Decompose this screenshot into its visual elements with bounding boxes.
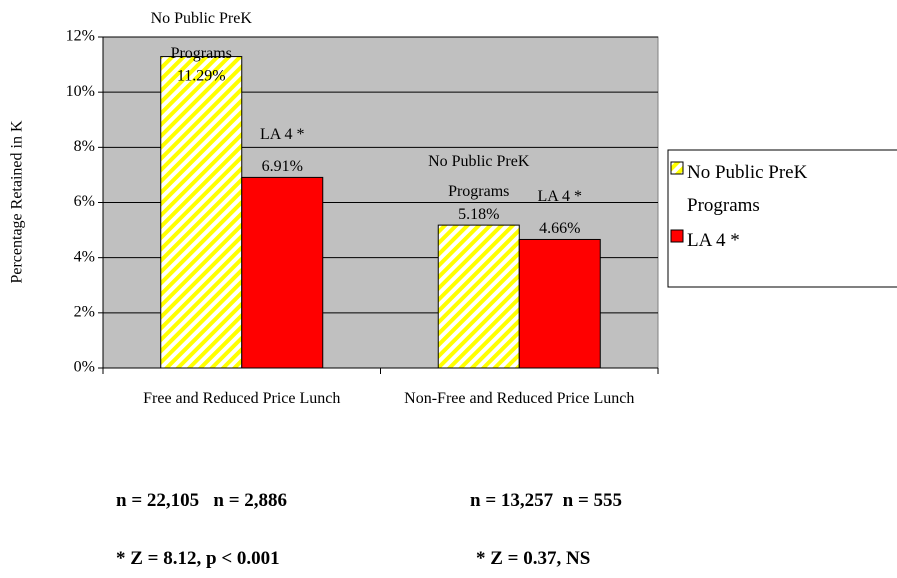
y-tick-label: 0% [74,359,95,376]
value-label: 5.18% [458,206,499,223]
y-tick-label: 4% [74,248,95,265]
annotation: * Z = 8.12, p < 0.001 [116,548,280,569]
annotation: n = 13,257 n = 555 [470,490,623,511]
legend-label: No Public PreK Programs [687,162,808,216]
legend-label: LA 4 * [687,230,740,251]
series-name-label: LA 4 * [260,126,305,144]
series-name-label: LA 4 * [537,188,582,206]
y-tick-label: 2% [74,304,95,321]
legend-swatch [670,161,684,175]
y-tick-label: 8% [74,138,95,155]
x-tick-label: Non-Free and Reduced Price Lunch [404,390,635,407]
y-tick-label: 6% [74,193,95,210]
series-name-label: No Public PreK Programs [150,9,252,62]
legend-box [667,149,897,288]
y-tick-label: 12% [66,28,95,45]
y-tick-label: 10% [66,83,95,100]
series-name-label: No Public PreK Programs [428,153,530,201]
y-axis-label: Percentage Retained in K [9,120,26,283]
annotation: * Z = 0.37, NS [476,548,591,569]
value-label: 4.66% [539,220,580,237]
legend-swatch [670,229,684,243]
x-tick-label: Free and Reduced Price Lunch [143,390,341,407]
value-label: 11.29% [177,67,226,84]
annotation: n = 22,105 n = 2,886 [116,490,288,511]
value-label: 6.91% [262,158,303,175]
bar [160,56,243,369]
bar [437,224,520,369]
bar [518,238,601,369]
bar [241,176,324,369]
